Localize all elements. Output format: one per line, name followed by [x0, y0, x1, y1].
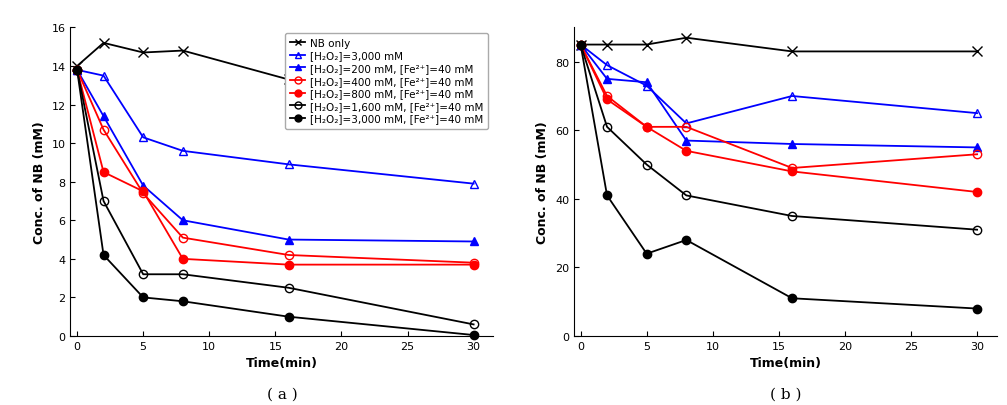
- X-axis label: Time(min): Time(min): [749, 356, 822, 369]
- Legend: NB only, [H₂O₂]=3,000 mM, [H₂O₂]=200 mM, [Fe²⁺]=40 mM, [H₂O₂]=400 mM, [Fe²⁺]=40 : NB only, [H₂O₂]=3,000 mM, [H₂O₂]=200 mM,…: [285, 34, 488, 129]
- Text: ( a ): ( a ): [267, 387, 297, 401]
- Text: ( b ): ( b ): [769, 387, 802, 401]
- Y-axis label: Conc. of NB (mM): Conc. of NB (mM): [33, 121, 46, 243]
- X-axis label: Time(min): Time(min): [246, 356, 318, 369]
- Y-axis label: Conc. of NB (mM): Conc. of NB (mM): [537, 121, 550, 243]
